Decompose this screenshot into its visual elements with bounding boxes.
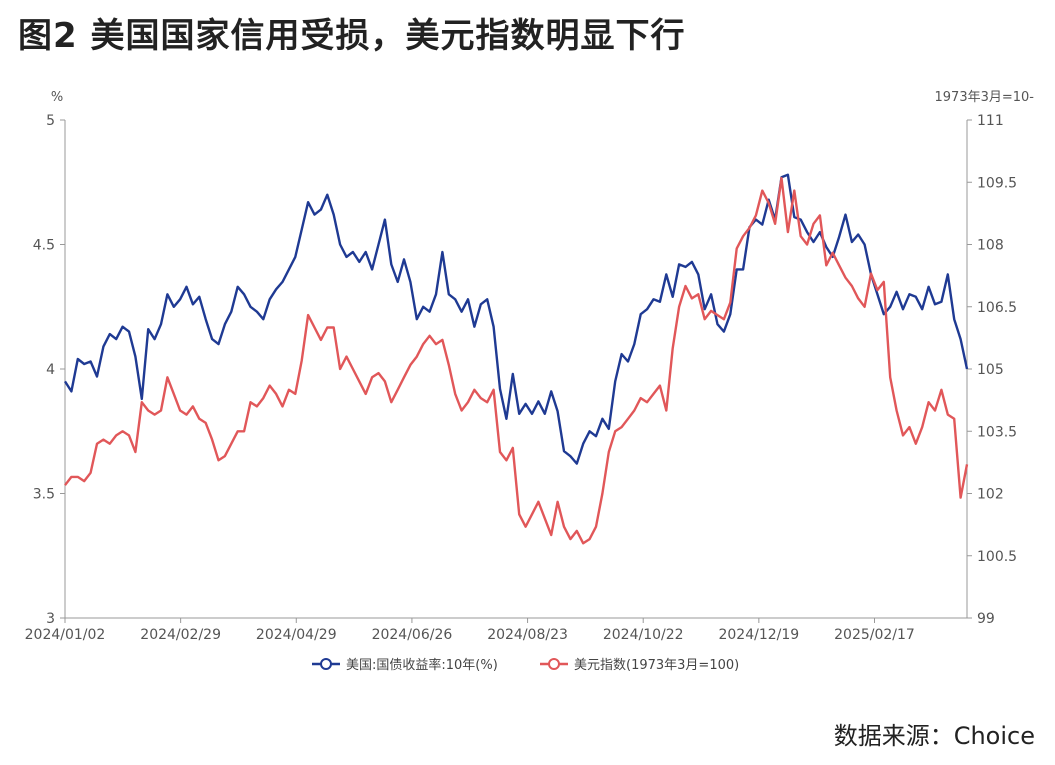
series-line-1 bbox=[63, 173, 969, 465]
legend-label-2: 美元指数(1973年3月=100) bbox=[574, 658, 739, 673]
right-y-tick-label: 103.5 bbox=[977, 424, 1017, 440]
x-tick-label: 2024/06/26 bbox=[372, 627, 453, 643]
right-y-tick-label: 99 bbox=[977, 611, 995, 627]
data-source-note: 数据来源：Choice bbox=[833, 722, 1035, 750]
x-tick-label: 2025/02/17 bbox=[834, 627, 915, 643]
right-y-tick-label: 109.5 bbox=[977, 175, 1017, 191]
legend-marker-2 bbox=[548, 658, 560, 670]
x-tick-label: 2024/12/19 bbox=[718, 627, 799, 643]
x-tick-label: 2024/10/22 bbox=[603, 627, 684, 643]
left-y-tick-label: 5 bbox=[46, 113, 55, 129]
chart-legend: 美国:国债收益率:10年(%) 美元指数(1973年3月=100) bbox=[312, 657, 739, 673]
x-tick-label: 2024/01/02 bbox=[25, 627, 106, 643]
left-y-tick-label: 4.5 bbox=[33, 238, 55, 254]
x-tick-label: 2024/04/29 bbox=[256, 627, 337, 643]
left-y-tick-label: 4 bbox=[46, 362, 55, 378]
right-y-tick-label: 105 bbox=[977, 362, 1004, 378]
right-y-tick-label: 100.5 bbox=[977, 549, 1017, 565]
right-y-tick-label: 102 bbox=[977, 487, 1004, 503]
chart-series-lines bbox=[63, 173, 969, 545]
left-y-tick-label: 3 bbox=[46, 611, 55, 627]
series-line-2 bbox=[64, 176, 969, 545]
legend-marker-1 bbox=[320, 658, 332, 670]
x-tick-label: 2024/08/23 bbox=[487, 627, 568, 643]
right-y-tick-label: 108 bbox=[977, 238, 1004, 254]
x-tick-label: 2024/02/29 bbox=[140, 627, 221, 643]
right-y-tick-label: 106.5 bbox=[977, 300, 1017, 316]
left-axis-unit: % bbox=[51, 90, 63, 105]
legend-label-1: 美国:国债收益率:10年(%) bbox=[346, 657, 498, 673]
left-y-tick-label: 3.5 bbox=[33, 487, 55, 503]
right-axis-unit: 1973年3月=10- bbox=[935, 90, 1035, 105]
chart-axes: 3 3.5 4 4.5 5 99 100.5 102 103.5 105 106.5 108 109.5… bbox=[25, 90, 1035, 643]
right-y-tick-label: 111 bbox=[977, 113, 1004, 129]
figure-title: 图2 美国国家信用受损，美元指数明显下行 bbox=[18, 16, 686, 56]
